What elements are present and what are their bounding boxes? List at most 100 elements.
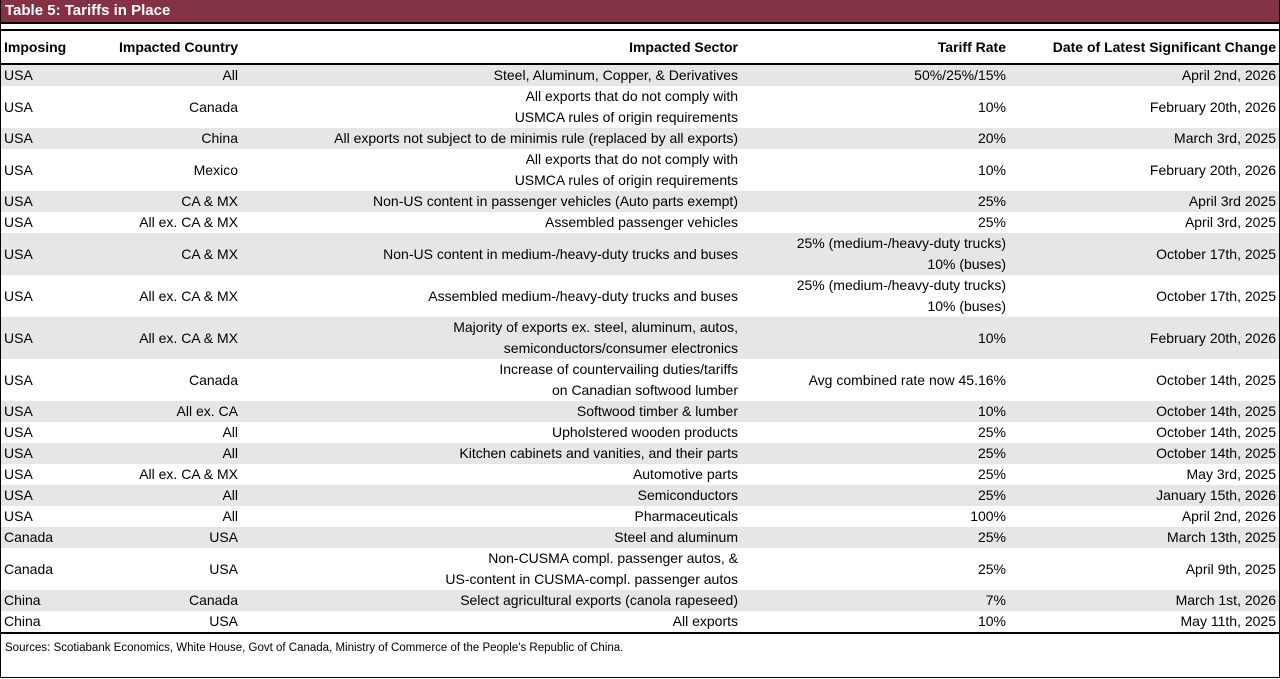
table-cell: Select agricultural exports (canola rape…	[241, 590, 741, 611]
table-cell: October 14th, 2025	[1156, 371, 1276, 388]
table-cell: Assembled passenger vehicles	[545, 214, 738, 230]
table-cell: Canada	[4, 560, 54, 577]
cell-line: Majority of exports ex. steel, aluminum,…	[453, 319, 738, 335]
table-cell: April 2nd, 2026	[1181, 508, 1276, 524]
cell-line: All exports that do not comply with	[525, 88, 738, 104]
table-cell: April 2nd, 2026	[1009, 64, 1279, 86]
table-cell: USA	[101, 611, 241, 634]
table-cell: USA	[4, 508, 33, 524]
cell-line: Non-CUSMA compl. passenger autos, &	[488, 550, 738, 566]
table-cell: October 17th, 2025	[1009, 233, 1279, 275]
table-cell: 100%	[970, 508, 1006, 524]
table-row: USA All Steel, Aluminum, Copper, & Derivat…	[1, 64, 1279, 86]
cell-line: on Canadian softwood lumber	[551, 382, 738, 398]
table-cell: USA	[209, 560, 238, 577]
table-row: Canada USA Steel and aluminum 25% March 13th…	[1, 527, 1279, 548]
table-cell: Steel and aluminum	[241, 527, 741, 548]
table-cell: Canada	[188, 98, 238, 115]
cell-line: All exports that do not comply with	[525, 151, 738, 167]
table-cell: 7%	[741, 590, 1009, 611]
table-cell: All	[222, 508, 238, 524]
header-row: Imposing Impacted Country Impacted Sector T…	[1, 29, 1279, 65]
table-cell: 10%	[977, 161, 1006, 178]
table-row: USA CA & MX Non-US content in passenger ve…	[1, 191, 1279, 212]
table-cell: February 20th, 2026	[1009, 317, 1279, 359]
cell-line: semiconductors/consumer electronics	[503, 340, 738, 356]
cell-line: USMCA rules of origin requirements	[514, 172, 738, 188]
table-cell: 25%	[977, 424, 1006, 440]
table-cell: October 17th, 2025	[1156, 287, 1276, 304]
table-cell: 25% (medium-/heavy-duty trucks) 10% (buse…	[741, 275, 1009, 317]
column-header: Date of Latest Significant Change	[1009, 29, 1279, 65]
table-cell: 10%	[741, 401, 1009, 422]
table-cell: All ex. CA & MX	[139, 214, 238, 230]
table-cell: May 3rd, 2025	[1186, 466, 1277, 482]
table-row: USA All ex. CA & MX Majority of exports ex…	[1, 317, 1279, 359]
cell-line: 25% (medium-/heavy-duty trucks)	[796, 277, 1006, 293]
table-cell: All ex. CA & MX	[101, 317, 241, 359]
table-cell: Pharmaceuticals	[634, 508, 739, 524]
table-cell: USA	[4, 466, 33, 482]
table-cell: January 15th, 2026	[1009, 485, 1279, 506]
table-cell: All exports	[241, 611, 741, 634]
table-cell: All exports not subject to de minimis ru…	[241, 128, 741, 149]
table-cell: April 9th, 2025	[1185, 560, 1276, 577]
table-cell: April 3rd, 2025	[1184, 214, 1276, 230]
table-cell: Steel, Aluminum, Copper, & Derivatives	[241, 64, 741, 86]
table-cell: Canada	[101, 590, 241, 611]
table-cell: USA	[1, 233, 101, 275]
table-cell: October 14th, 2025	[1009, 401, 1279, 422]
table-cell: All exports that do not comply with USMCA…	[241, 149, 741, 191]
table-cell: 25%	[977, 214, 1006, 230]
table-cell: March 13th, 2025	[1009, 527, 1279, 548]
table-cell: USA	[1, 128, 101, 149]
table-row: USA All Upholstered wooden products 25% Octo…	[1, 422, 1279, 443]
column-header: Tariff Rate	[741, 29, 1009, 65]
table-row: USA China All exports not subject to de mi…	[1, 128, 1279, 149]
table-cell: 10%	[741, 611, 1009, 634]
table-cell: USA	[1, 317, 101, 359]
table-cell: All	[222, 424, 238, 440]
table-cell: 25%	[741, 527, 1009, 548]
table-cell: February 20th, 2026	[1149, 161, 1276, 178]
table-cell: 25%	[741, 485, 1009, 506]
table-row: USA All Kitchen cabinets and vanities, and…	[1, 443, 1279, 464]
column-header: Impacted Country	[101, 29, 241, 65]
table-cell: 10%	[977, 98, 1006, 115]
table-cell: 10%	[741, 317, 1009, 359]
table-cell: USA	[4, 214, 33, 230]
table-cell: All ex. CA	[101, 401, 241, 422]
table-row: USA All Pharmaceuticals 100% April 2nd, 2026	[1, 506, 1279, 527]
table-row: USA All ex. CA & MX Automotive parts 25% May…	[1, 464, 1279, 485]
table-cell: Majority of exports ex. steel, aluminum,…	[241, 317, 741, 359]
table-cell: Non-US content in passenger vehicles (Au…	[241, 191, 741, 212]
cell-line: 25% (medium-/heavy-duty trucks)	[796, 235, 1006, 251]
table-cell: USA	[4, 161, 33, 178]
table-row: USA All ex. CA & MX Assembled medium-/heav…	[1, 275, 1279, 317]
table-cell: China	[1, 611, 101, 634]
table-cell: Softwood timber & lumber	[241, 401, 741, 422]
table-cell: 25% (medium-/heavy-duty trucks) 10% (buse…	[741, 233, 1009, 275]
cell-line: Increase of countervailing duties/tariff…	[499, 361, 738, 377]
table-cell: USA	[4, 371, 33, 388]
table-cell: USA	[4, 98, 33, 115]
table-cell: Non-CUSMA compl. passenger autos, & US-co…	[241, 548, 741, 590]
table-cell: Non-US content in medium-/heavy-duty tru…	[241, 233, 741, 275]
table-cell: March 3rd, 2025	[1009, 128, 1279, 149]
table-row: China Canada Select agricultural exports (…	[1, 590, 1279, 611]
table-cell: Mexico	[193, 161, 238, 178]
table-cell: USA	[1, 443, 101, 464]
table-cell: All	[101, 485, 241, 506]
table-row: Canada USA Non-CUSMA compl. passenger auto…	[1, 548, 1279, 590]
table-cell: USA	[4, 287, 33, 304]
table-cell: Kitchen cabinets and vanities, and their…	[241, 443, 741, 464]
table-cell: Semiconductors	[241, 485, 741, 506]
table-cell: Canada	[188, 371, 238, 388]
table-cell: All	[101, 64, 241, 86]
cell-line: US-content in CUSMA-compl. passenger aut…	[445, 571, 738, 587]
table-cell: All exports that do not comply with USMCA…	[241, 86, 741, 128]
table-cell: Avg combined rate now 45.16%	[808, 371, 1006, 388]
table-cell: CA & MX	[101, 191, 241, 212]
table-cell: All ex. CA & MX	[139, 287, 238, 304]
